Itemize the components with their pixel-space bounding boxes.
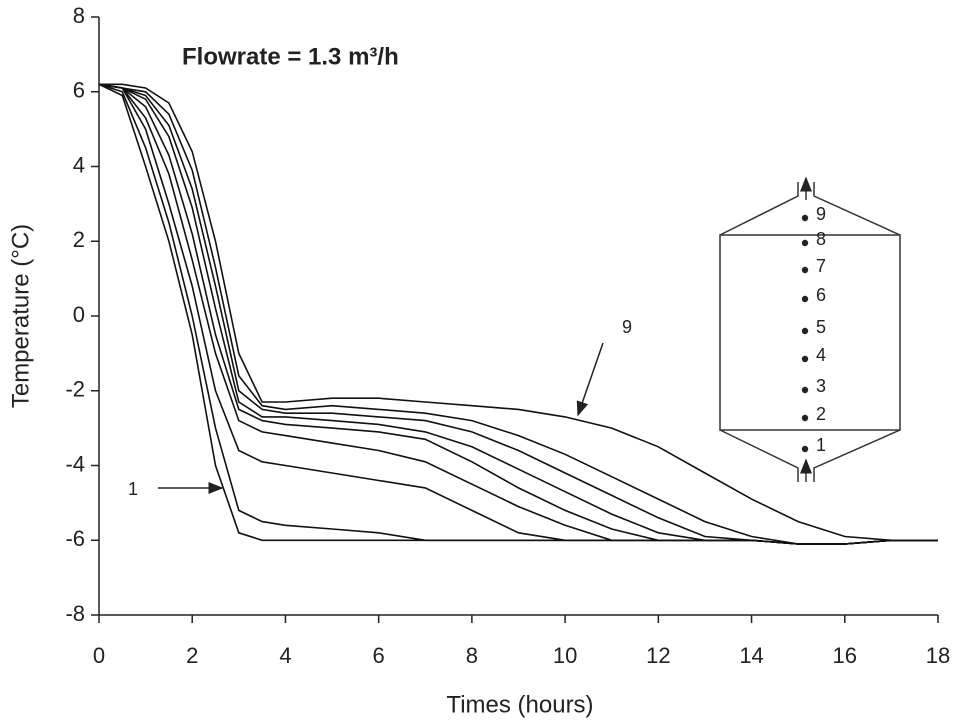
y-tick-label: -4 [65, 451, 85, 476]
x-tick-label: 2 [186, 643, 198, 668]
x-tick-label: 16 [833, 643, 857, 668]
tank-top-left [719, 182, 799, 236]
x-tick-label: 12 [646, 643, 670, 668]
y-tick-label: 0 [73, 302, 85, 327]
sensor-dot [801, 414, 809, 422]
x-tick-label: 6 [373, 643, 385, 668]
series-line [99, 83, 938, 542]
sensor-label: 6 [816, 285, 826, 305]
sensor-dot [801, 445, 809, 453]
tank-bottom-left [719, 429, 799, 482]
sensor-dot [801, 355, 809, 363]
annotation-arrow [576, 342, 604, 417]
sensor-dot [801, 386, 809, 394]
sensor-dot [801, 266, 809, 274]
tank-body [719, 234, 901, 431]
tank-diagram [719, 176, 901, 482]
y-tick-label: 6 [73, 78, 85, 103]
sensor-label: 4 [816, 345, 826, 365]
sensor-dot [801, 295, 809, 303]
tank-bottom-right [813, 429, 901, 482]
series-line [98, 83, 938, 545]
series-line [98, 83, 938, 545]
x-axis-title: Times (hours) [446, 691, 593, 718]
annotation: 9 [622, 317, 632, 337]
y-tick-label: 4 [73, 152, 85, 177]
sensor-dot [801, 239, 809, 247]
y-tick-label: 8 [73, 3, 85, 28]
sensor-label: 9 [816, 204, 826, 224]
sensor-label: 5 [816, 317, 826, 337]
annotation: 1 [128, 479, 138, 499]
y-axis-title: Temperature (°C) [7, 224, 34, 408]
sensor-label: 7 [816, 256, 826, 276]
chart-title: Flowrate = 1.3 m³/h [182, 43, 399, 70]
tank-top-right [813, 182, 901, 236]
x-tick-label: 4 [279, 643, 291, 668]
sensor-label: 2 [816, 404, 826, 424]
sensor-label: 8 [816, 229, 826, 249]
x-tick-label: 10 [553, 643, 577, 668]
x-tick-label: 14 [739, 643, 763, 668]
x-tick-label: 0 [93, 643, 105, 668]
sensor-dot [801, 327, 809, 335]
y-tick-label: -8 [65, 601, 85, 626]
y-tick-label: 2 [73, 227, 85, 252]
sensor-dot [801, 214, 809, 222]
x-tick-label: 8 [466, 643, 478, 668]
y-tick-label: -6 [65, 526, 85, 551]
x-tick-label: 18 [926, 643, 950, 668]
y-tick-label: -2 [65, 377, 85, 402]
sensor-label: 1 [816, 435, 826, 455]
sensor-label: 3 [816, 376, 826, 396]
